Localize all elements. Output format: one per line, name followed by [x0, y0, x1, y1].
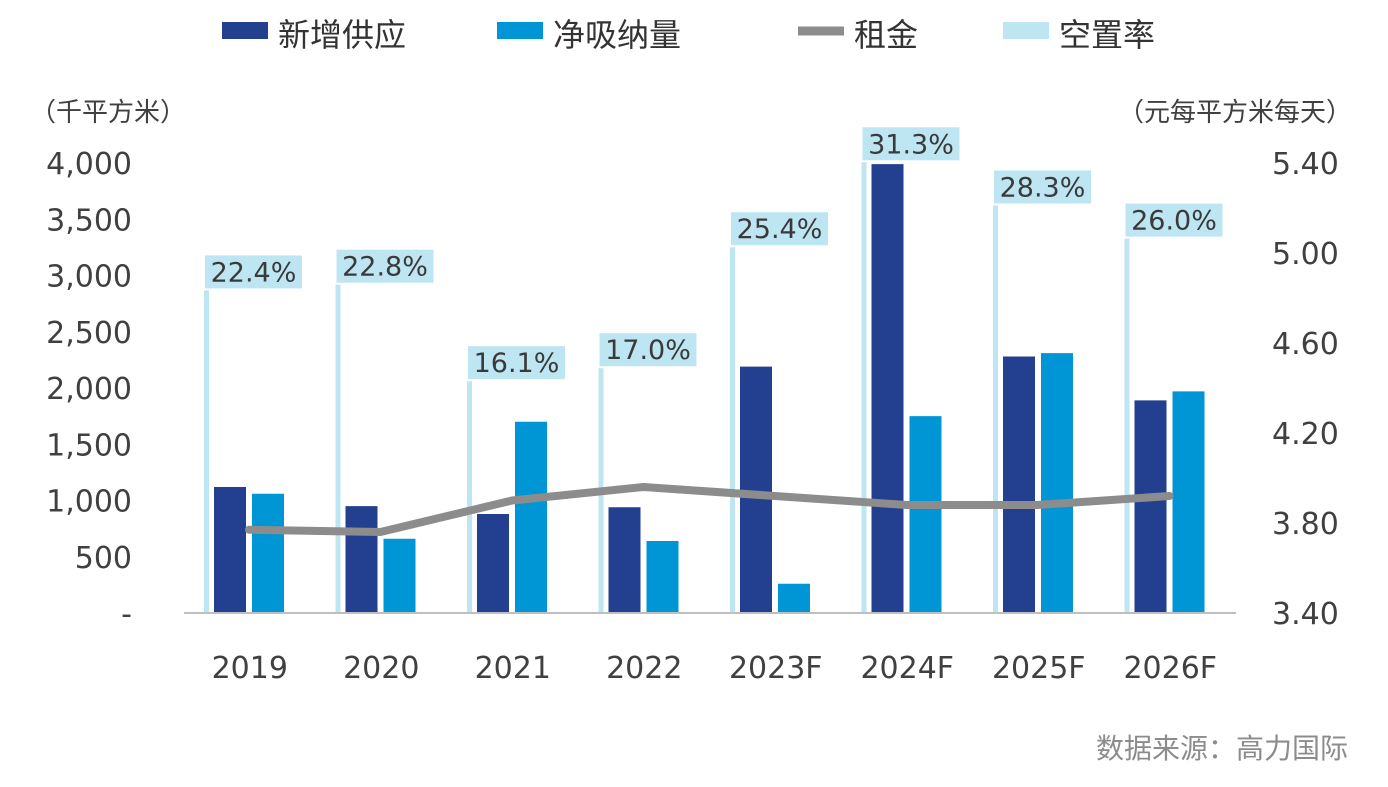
right-tick-label: 5.00: [1272, 237, 1339, 272]
vacancy-label: 26.0%: [1131, 206, 1217, 237]
left-tick-label: 2,000: [46, 372, 132, 407]
x-tick-label: 2022: [606, 651, 682, 686]
vacancy-bar: [204, 290, 209, 613]
vacancy-label-box: [994, 170, 1091, 204]
supply-bar: [871, 164, 904, 613]
absorption-bar: [1041, 353, 1073, 613]
vacancy-bar: [993, 205, 998, 614]
right-tick-label: 3.40: [1272, 597, 1339, 632]
absorption-bar: [383, 538, 416, 613]
vacancy-bar: [467, 381, 472, 613]
supply-bar: [740, 366, 772, 613]
source-note: 数据来源：高力国际: [1096, 732, 1348, 765]
right-axis-ticks: 3.40 3.80 4.20 4.60 5.00 5.40: [1272, 147, 1339, 632]
vacancy-bar: [730, 247, 735, 614]
right-tick-label: 5.40: [1272, 147, 1339, 182]
x-tick-label: 2024F: [860, 651, 954, 686]
supply-bar: [608, 507, 641, 613]
vacancy-label-box: [599, 333, 697, 367]
left-axis-unit: （千平方米）: [30, 98, 186, 128]
x-axis-ticks: 2019 2020 2021 2022 2023F 2024F 2025F 2026F: [212, 651, 1217, 686]
vacancy-label: 22.4%: [211, 257, 297, 288]
bars: [214, 164, 1205, 613]
legend-label: 空置率: [1059, 16, 1155, 54]
right-tick-label: 3.80: [1272, 507, 1339, 542]
left-tick-label: 1,500: [46, 428, 132, 463]
vacancy-label-box: [731, 212, 828, 246]
legend-swatch: [497, 22, 543, 39]
legend: 新增供应 净吸纳量 租金 空置率: [222, 16, 1155, 54]
vacancy-label-box: [1125, 203, 1223, 237]
legend-label: 净吸纳量: [553, 16, 681, 54]
x-tick-label: 2021: [475, 651, 551, 686]
x-tick-label: 2023F: [729, 651, 823, 686]
left-tick-label: 4,000: [46, 147, 132, 182]
legend-swatch: [1003, 22, 1049, 39]
x-tick-label: 2019: [212, 651, 288, 686]
vacancy-label: 25.4%: [737, 214, 823, 245]
vacancy-label-box: [336, 249, 434, 283]
absorption-bar: [252, 493, 284, 613]
x-tick-label: 2025F: [992, 651, 1086, 686]
x-tick-label: 2026F: [1123, 651, 1217, 686]
rent-line-path: [245, 483, 1174, 536]
vacancy-label: 17.0%: [605, 335, 691, 366]
rent-line: [245, 483, 1174, 536]
supply-bar: [214, 487, 246, 613]
vacancy-labels: 22.4% 22.8% 16.1% 17.0% 25.4% 31.3% 28.3% 26.0%: [205, 127, 1223, 380]
right-tick-label: 4.20: [1272, 417, 1339, 452]
supply-bar: [477, 514, 509, 613]
absorption-bar: [646, 541, 679, 613]
left-tick-label: 1,000: [46, 485, 132, 520]
right-axis-unit: （元每平方米每天）: [1118, 98, 1352, 128]
vacancy-bar: [1124, 238, 1130, 613]
absorption-bar: [778, 583, 810, 613]
left-tick-label: 3,000: [46, 260, 132, 295]
supply-bar: [345, 506, 378, 613]
vacancy-label-box: [468, 346, 565, 380]
vacancy-label: 16.1%: [474, 348, 560, 379]
supply-bar: [1134, 400, 1167, 613]
vacancy-label: 22.8%: [342, 252, 428, 283]
vacancy-label-box: [205, 255, 302, 289]
absorption-bar: [515, 421, 547, 613]
legend-label: 新增供应: [278, 16, 406, 54]
left-axis-ticks: - 500 1,000 1,500 2,000 2,500 3,000 3,500 4,000: [46, 147, 132, 632]
vacancy-bar: [861, 162, 867, 613]
legend-label: 租金: [854, 16, 918, 54]
absorption-bar: [909, 416, 942, 613]
vacancy-bar: [335, 284, 341, 613]
legend-swatch: [222, 22, 268, 39]
vacancy-label: 31.3%: [868, 129, 954, 160]
right-tick-label: 4.60: [1272, 327, 1339, 362]
vacancy-label-box: [862, 127, 960, 161]
left-tick-label: 3,500: [46, 203, 132, 238]
left-tick-label: 500: [75, 541, 132, 576]
supply-bar: [1003, 356, 1035, 613]
x-tick-label: 2020: [343, 651, 419, 686]
left-tick-label: -: [121, 597, 132, 632]
vacancy-label: 28.3%: [1000, 172, 1086, 203]
left-tick-label: 2,500: [46, 316, 132, 351]
absorption-bar: [1172, 391, 1205, 613]
